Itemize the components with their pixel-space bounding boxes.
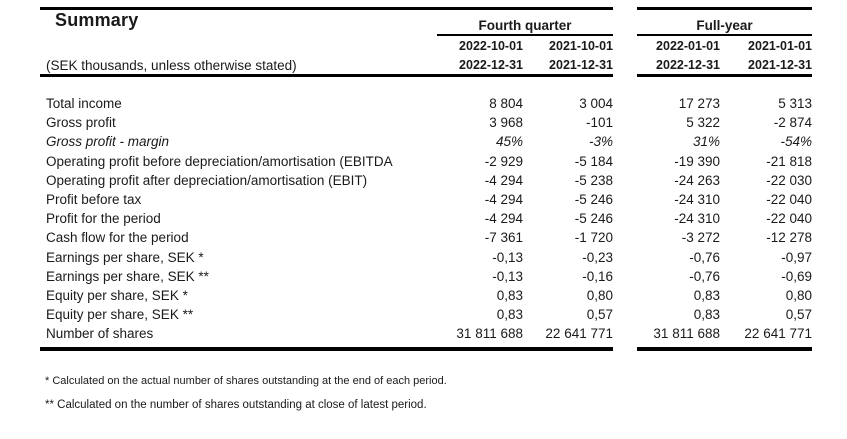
row-label: Equity per share, SEK ** (46, 307, 194, 323)
cell-fourth-quarter-2022: -4 294 (484, 191, 523, 207)
cell-full-year-2022: 0,83 (693, 287, 720, 303)
cell-fourth-quarter-2022: -4 294 (484, 172, 523, 188)
cell-fourth-quarter-2021: -0,16 (582, 268, 613, 284)
cell-full-year-2021: -22 030 (766, 172, 812, 188)
row-label: Earnings per share, SEK * (46, 249, 204, 265)
rule-header-bottom-left (40, 74, 613, 77)
cell-full-year-2021: -22 040 (766, 211, 812, 227)
footnotes: * Calculated on the actual number of sha… (45, 375, 847, 411)
cell-full-year-2022: 0,83 (693, 307, 720, 323)
cell-fourth-quarter-2021: 0,80 (586, 287, 613, 303)
row-label: Profit before tax (46, 191, 142, 207)
cell-fourth-quarter-2021: -5 238 (574, 172, 613, 188)
cell-full-year-2022: -0,76 (689, 268, 720, 284)
period-end-q4-2022: 2022-12-31 (459, 58, 523, 72)
column-group-fourth-quarter: Fourth quarter (437, 10, 613, 36)
cell-full-year-2021: -54% (780, 134, 812, 150)
cell-fourth-quarter-2021: 0,57 (586, 307, 613, 323)
cell-full-year-2021: -0,69 (781, 268, 812, 284)
cell-fourth-quarter-2022: -0,13 (492, 268, 523, 284)
cell-full-year-2022: -19 390 (674, 153, 720, 169)
row-label: Operating profit after depreciation/amor… (46, 172, 368, 188)
rule-top-left-block (40, 7, 613, 10)
summary-table: Summary Fourth quarter Full-year 2022-10… (40, 7, 812, 352)
cell-full-year-2022: 31 811 688 (653, 326, 720, 342)
cell-fourth-quarter-2021: -101 (585, 115, 613, 131)
cell-fourth-quarter-2021: -5 246 (574, 211, 613, 227)
period-end-q4-2021: 2021-12-31 (549, 58, 613, 72)
row-label: Number of shares (46, 326, 154, 342)
row-label: Total income (46, 96, 122, 111)
cell-full-year-2021: 0,57 (785, 307, 812, 323)
header-body-spacer (40, 77, 812, 94)
period-start-fy-2022: 2022-01-01 (656, 39, 720, 53)
row-label: Gross profit (46, 115, 116, 131)
cell-fourth-quarter-2022: 0,83 (496, 307, 523, 323)
row-label: Gross profit - margin (46, 134, 170, 150)
cell-fourth-quarter-2022: 3 968 (489, 115, 523, 131)
cell-fourth-quarter-2021: -1 720 (574, 230, 613, 246)
cell-fourth-quarter-2022: -2 929 (484, 153, 523, 169)
row-label: Cash flow for the period (46, 230, 189, 246)
row-label: Operating profit before depreciation/amo… (46, 153, 393, 169)
period-start-fy-2021: 2021-01-01 (748, 39, 812, 53)
cell-full-year-2022: -24 310 (674, 211, 720, 227)
cell-full-year-2021: -22 040 (766, 191, 812, 207)
footnote-shares-end-of-period: * Calculated on the actual number of sha… (45, 375, 447, 388)
cell-full-year-2021: 0,80 (785, 287, 812, 303)
cell-full-year-2022: 5 322 (686, 115, 720, 131)
cell-fourth-quarter-2021: 22 641 771 (545, 326, 613, 342)
column-group-full-year: Full-year (637, 10, 812, 36)
rule-top-right-block (637, 7, 812, 10)
cell-fourth-quarter-2022: 31 811 688 (456, 326, 523, 342)
cell-full-year-2022: -0,76 (689, 249, 720, 265)
page-title: Summary (55, 10, 139, 30)
cell-fourth-quarter-2022: -7 361 (484, 230, 523, 246)
cell-fourth-quarter-2021: -0,23 (582, 249, 613, 265)
cell-full-year-2022: -24 263 (674, 172, 720, 188)
unit-note: (SEK thousands, unless otherwise stated) (46, 58, 297, 73)
period-end-fy-2021: 2021-12-31 (748, 58, 812, 72)
cell-full-year-2021: -21 818 (766, 153, 812, 169)
cell-fourth-quarter-2021: -3% (588, 134, 613, 150)
cell-full-year-2022: -3 272 (681, 230, 720, 246)
cell-full-year-2021: -2 874 (773, 115, 812, 131)
period-start-q4-2022: 2022-10-01 (459, 39, 523, 53)
rule-header-bottom-right (637, 74, 812, 77)
cell-fourth-quarter-2022: 45% (495, 134, 523, 150)
cell-full-year-2022: 17 273 (678, 96, 720, 111)
cell-full-year-2021: -0,97 (781, 249, 812, 265)
row-label: Earnings per share, SEK ** (46, 268, 209, 284)
rule-bottom-right-block (637, 347, 812, 352)
cell-full-year-2021: 22 641 771 (744, 326, 812, 342)
period-start-q4-2021: 2021-10-01 (549, 39, 613, 53)
cell-full-year-2021: -12 278 (766, 230, 812, 246)
cell-full-year-2022: 31% (692, 134, 720, 150)
footnote-shares-latest-period: ** Calculated on the number of shares ou… (45, 399, 427, 412)
rule-bottom-left-block (40, 347, 613, 352)
period-end-fy-2022: 2022-12-31 (656, 58, 720, 72)
cell-fourth-quarter-2021: -5 246 (574, 191, 613, 207)
cell-fourth-quarter-2022: 0,83 (496, 287, 523, 303)
cell-full-year-2021: 5 313 (778, 96, 812, 111)
cell-full-year-2022: -24 310 (674, 191, 720, 207)
cell-fourth-quarter-2022: -4 294 (484, 211, 523, 227)
cell-fourth-quarter-2022: -0,13 (492, 249, 523, 265)
row-label: Profit for the period (46, 211, 161, 227)
cell-fourth-quarter-2021: 3 004 (579, 96, 613, 111)
cell-fourth-quarter-2022: 8 804 (489, 96, 523, 111)
cell-fourth-quarter-2021: -5 184 (574, 153, 613, 169)
row-label: Equity per share, SEK * (46, 287, 188, 303)
